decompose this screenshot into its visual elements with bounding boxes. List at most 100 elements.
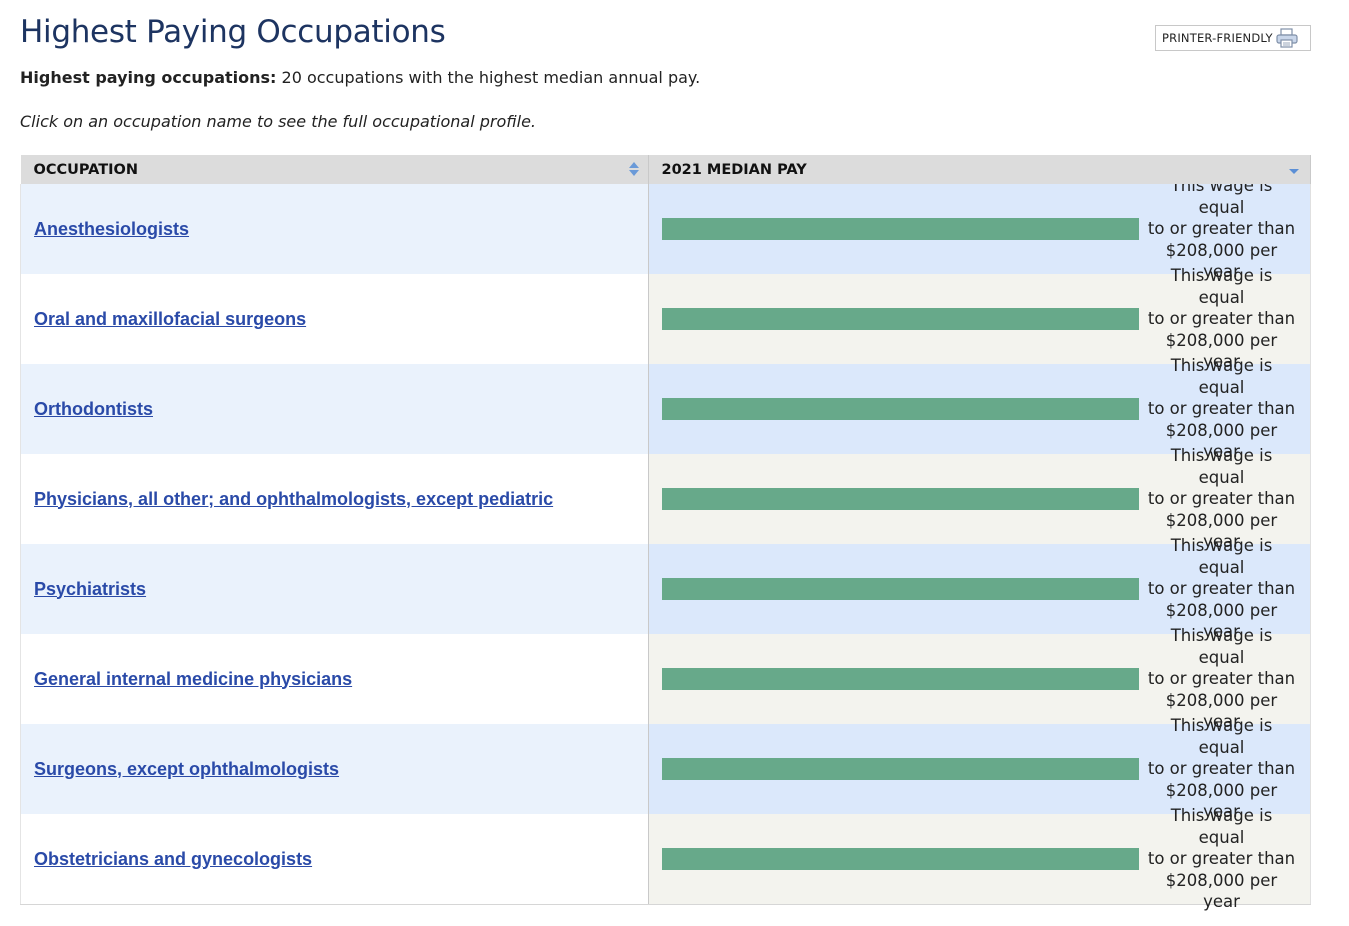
occupation-header-label: OCCUPATION [33,161,139,178]
occupation-link[interactable]: Physicians, all other; and ophthalmologi… [34,488,554,509]
table-row: Oral and maxillofacial surgeons This wage… [20,266,1311,371]
wage-note-line: $208,000 per year [1165,780,1278,822]
pay-bar [661,758,1139,780]
printer-friendly-button[interactable]: PRINTER-FRIENDLY [1155,25,1311,51]
occupation-cell: Anesthesiologists [20,184,649,274]
occupation-cell: Obstetricians and gynecologists [20,814,649,905]
wage-note: This wage is equal to or greater than $208… [1147,535,1297,643]
pay-bar-wrapper: This wage is equal to or greater than $208… [649,716,1311,821]
occupation-cell: Oral and maxillofacial surgeons [20,274,649,364]
pay-bar [661,218,1139,240]
pay-bar-wrapper: This wage is equal to or greater than $208… [649,626,1311,731]
pay-bar-wrapper: This wage is equal to or greater than $208… [649,356,1311,461]
printer-friendly-label: PRINTER-FRIENDLY [1162,31,1273,45]
wage-note: This wage is equal to or greater than $208… [1147,355,1297,463]
table-row: Physicians, all other; and ophthalmologi… [20,446,1311,551]
occupation-link[interactable]: Obstetricians and gynecologists [34,848,313,869]
wage-note: This wage is equal to or greater than $208… [1147,805,1297,913]
median-pay-cell: This wage is equal to or greater than $208… [648,446,1311,551]
pay-bar [661,668,1139,690]
pay-bar-track [661,578,1139,600]
median-pay-cell: This wage is equal to or greater than $208… [648,176,1311,281]
occupation-link[interactable]: Orthodontists [34,398,153,419]
occupation-cell: Psychiatrists [20,544,649,634]
occupation-link[interactable]: General internal medicine physicians [34,668,353,689]
wage-note-line: $208,000 per year [1165,600,1278,642]
table-row: Surgeons, except ophthalmologists This wa… [20,716,1311,821]
summary-bold-label: Highest paying occupations: [20,68,277,87]
pay-bar-wrapper: This wage is equal to or greater than $208… [649,536,1311,641]
wage-note: This wage is equal to or greater than $208… [1147,715,1297,823]
table-row: Anesthesiologists This wage is equal to or… [20,176,1311,281]
wage-note-line: This wage is equal [1170,536,1273,577]
pay-bar-wrapper: This wage is equal to or greater than $208… [649,806,1311,911]
printer-icon [1276,28,1298,48]
pay-bar-track [661,488,1139,510]
pay-bar [661,398,1139,420]
occupations-table: OCCUPATION 2021 MEDIAN PAY Anesthesiolog… [20,155,1311,911]
summary-description: 20 occupations with the highest median a… [276,68,701,87]
pay-bar-track [661,398,1139,420]
median-pay-cell: This wage is equal to or greater than $208… [648,356,1311,461]
wage-note-line: This wage is equal [1170,356,1273,397]
occupation-cell: Physicians, all other; and ophthalmologi… [20,454,649,544]
summary-text: Highest paying occupations: 20 occupatio… [20,68,700,87]
pay-bar-track [661,308,1139,330]
median-pay-column-header[interactable]: 2021 MEDIAN PAY [648,155,1311,184]
wage-note-line: $208,000 per year [1165,870,1278,912]
occupation-cell: Orthodontists [20,364,649,454]
instruction-text: Click on an occupation name to see the f… [20,112,536,131]
wage-note: This wage is equal to or greater than $208… [1147,445,1297,553]
table-row: Orthodontists This wage is equal to or gre… [20,356,1311,461]
table-row: Psychiatrists This wage is equal to or gre… [20,536,1311,641]
occupation-link[interactable]: Psychiatrists [34,578,147,599]
pay-bar-wrapper: This wage is equal to or greater than $208… [649,176,1311,281]
pay-bar [661,578,1139,600]
wage-note-line: $208,000 per year [1165,330,1278,372]
sort-both-icon[interactable] [628,161,640,177]
wage-note-line: $208,000 per year [1165,420,1278,462]
wage-note-line: $208,000 per year [1165,690,1278,732]
wage-note-line: to or greater than [1147,399,1296,419]
occupation-link[interactable]: Surgeons, except ophthalmologists [34,758,340,779]
wage-note-line: This wage is equal [1170,716,1273,757]
occupation-link[interactable]: Oral and maxillofacial surgeons [34,308,307,329]
wage-note-line: $208,000 per year [1165,510,1278,552]
table-header-row: OCCUPATION 2021 MEDIAN PAY [20,155,1311,184]
wage-note-line: to or greater than [1147,849,1296,869]
wage-note-line: This wage is equal [1170,806,1273,847]
wage-note-line: to or greater than [1147,309,1296,329]
wage-note-line: This wage is equal [1170,266,1273,307]
wage-note-line: to or greater than [1147,669,1296,689]
table-row: Obstetricians and gynecologists This wage… [20,806,1311,911]
wage-note: This wage is equal to or greater than $208… [1147,265,1297,373]
pay-bar-track [661,848,1139,870]
pay-bar-track [661,668,1139,690]
wage-note-line: $208,000 per year [1165,240,1278,282]
wage-note-line: to or greater than [1147,759,1296,779]
pay-bar-track [661,218,1139,240]
occupation-link[interactable]: Anesthesiologists [34,218,190,239]
wage-note: This wage is equal to or greater than $208… [1147,625,1297,733]
wage-note: This wage is equal to or greater than $208… [1147,175,1297,283]
occupation-cell: Surgeons, except ophthalmologists [20,724,649,814]
median-pay-cell: This wage is equal to or greater than $208… [648,266,1311,371]
occupation-cell: General internal medicine physicians [20,634,649,724]
table-row: General internal medicine physicians This… [20,626,1311,731]
median-pay-cell: This wage is equal to or greater than $208… [648,626,1311,731]
wage-note-line: to or greater than [1147,219,1296,239]
sort-descending-icon[interactable] [1288,164,1300,174]
median-pay-cell: This wage is equal to or greater than $208… [648,536,1311,641]
pay-bar [661,848,1139,870]
pay-bar [661,308,1139,330]
wage-note-line: to or greater than [1147,579,1296,599]
wage-note-line: This wage is equal [1170,626,1273,667]
pay-bar-wrapper: This wage is equal to or greater than $208… [649,446,1311,551]
median-pay-header-label: 2021 MEDIAN PAY [661,161,807,178]
pay-bar-track [661,758,1139,780]
occupation-column-header[interactable]: OCCUPATION [20,155,649,184]
median-pay-cell: This wage is equal to or greater than $208… [648,716,1311,821]
wage-note-line: This wage is equal [1170,446,1273,487]
median-pay-cell: This wage is equal to or greater than $208… [648,806,1311,911]
page-title: Highest Paying Occupations [20,14,446,50]
